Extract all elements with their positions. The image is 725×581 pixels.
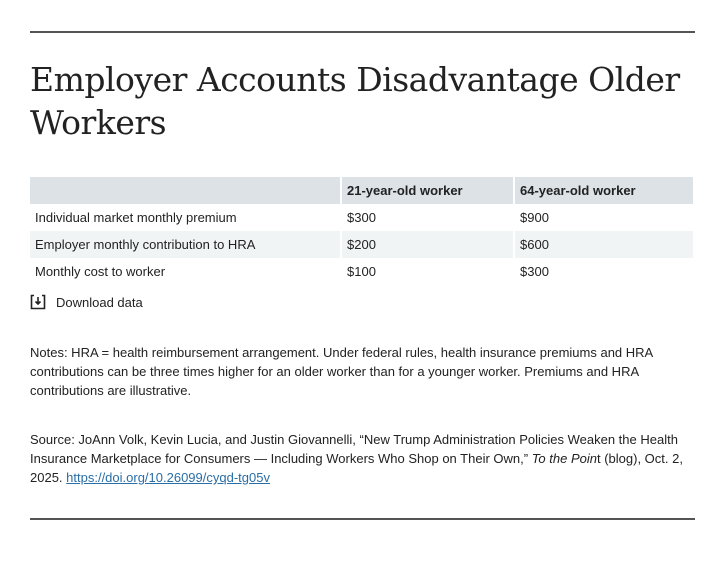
page-title: Employer Accounts Disadvantage Older Wor… — [30, 60, 680, 142]
table-cell: $300 — [347, 210, 376, 225]
row-label: Individual market monthly premium — [35, 210, 237, 225]
top-divider — [30, 31, 695, 33]
source-text: Source: JoAnn Volk, Kevin Lucia, and Jus… — [30, 432, 683, 485]
source-link[interactable]: https://doi.org/10.26099/cyqd-tg05v — [66, 470, 270, 485]
table-row: Employer monthly contribution to HRA $20… — [30, 231, 693, 258]
download-icon — [30, 294, 46, 310]
table-cell: $200 — [342, 231, 513, 258]
notes-text: Notes: HRA = health reimbursement arrang… — [30, 345, 653, 398]
publication-name: To the Poin — [531, 451, 597, 466]
table-cell: $100 — [347, 264, 376, 279]
table-cell: $900 — [520, 210, 549, 225]
data-table: 21-year-old worker 64-year-old worker In… — [28, 177, 695, 285]
column-header — [30, 177, 340, 204]
table-row: Monthly cost to worker $100 $300 — [30, 258, 693, 285]
row-label: Employer monthly contribution to HRA — [30, 231, 340, 258]
table-row: Individual market monthly premium $300 $… — [30, 204, 693, 231]
table-header-row: 21-year-old worker 64-year-old worker — [30, 177, 693, 204]
download-label: Download data — [56, 294, 143, 310]
table-cell: $600 — [515, 231, 693, 258]
column-header: 21-year-old worker — [342, 177, 513, 204]
row-label: Monthly cost to worker — [35, 264, 166, 279]
column-header: 64-year-old worker — [515, 177, 693, 204]
download-data-button[interactable]: Download data — [30, 294, 143, 310]
bottom-divider — [30, 518, 695, 520]
table-cell: $300 — [520, 264, 549, 279]
